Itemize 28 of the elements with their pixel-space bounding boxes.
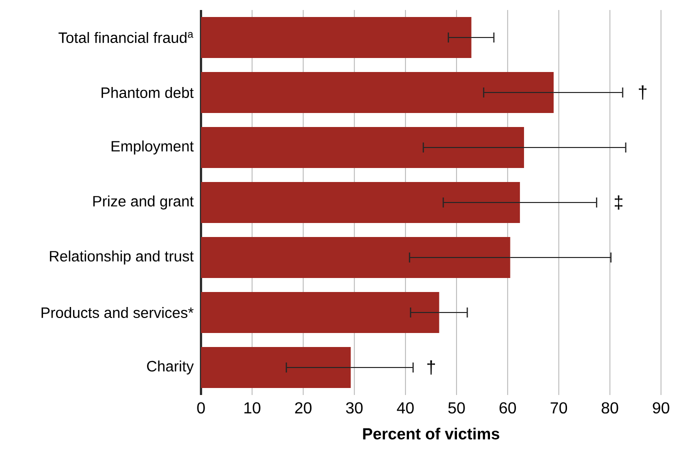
y-tick-label: Prize and grant [93,196,194,210]
y-tick-label: Relationship and trust [50,250,194,264]
x-tick-label: 10 [244,402,260,414]
bar [201,17,472,58]
bar [201,127,524,168]
bar [201,72,554,114]
x-tick-label: 50 [448,402,465,414]
bar [201,292,440,334]
x-tick-label: 80 [602,402,618,414]
y-tick-label: Total financial fraud$^{a}$ [58,32,194,44]
annotation: † [427,360,435,375]
y-tick-label: Products and services* [42,306,194,318]
annotation: ‡ [614,195,622,210]
x-tick-label: 40 [396,402,414,414]
bar [201,237,510,278]
bar [201,347,351,388]
x-axis-title: Percent of victims [363,428,500,440]
x-tick-label: 70 [550,402,568,414]
x-tick-label: 20 [295,402,312,414]
annotation: † [638,85,646,100]
x-tick-label: 0 [197,402,205,414]
x-tick-label: 90 [652,402,670,414]
x-tick-label: 60 [500,402,516,414]
x-tick-label: 30 [346,402,363,414]
y-tick-label: Phantom debt [102,86,194,98]
bar [201,182,520,224]
y-tick-label: Charity [147,360,194,374]
y-tick-label: Employment [112,140,194,154]
